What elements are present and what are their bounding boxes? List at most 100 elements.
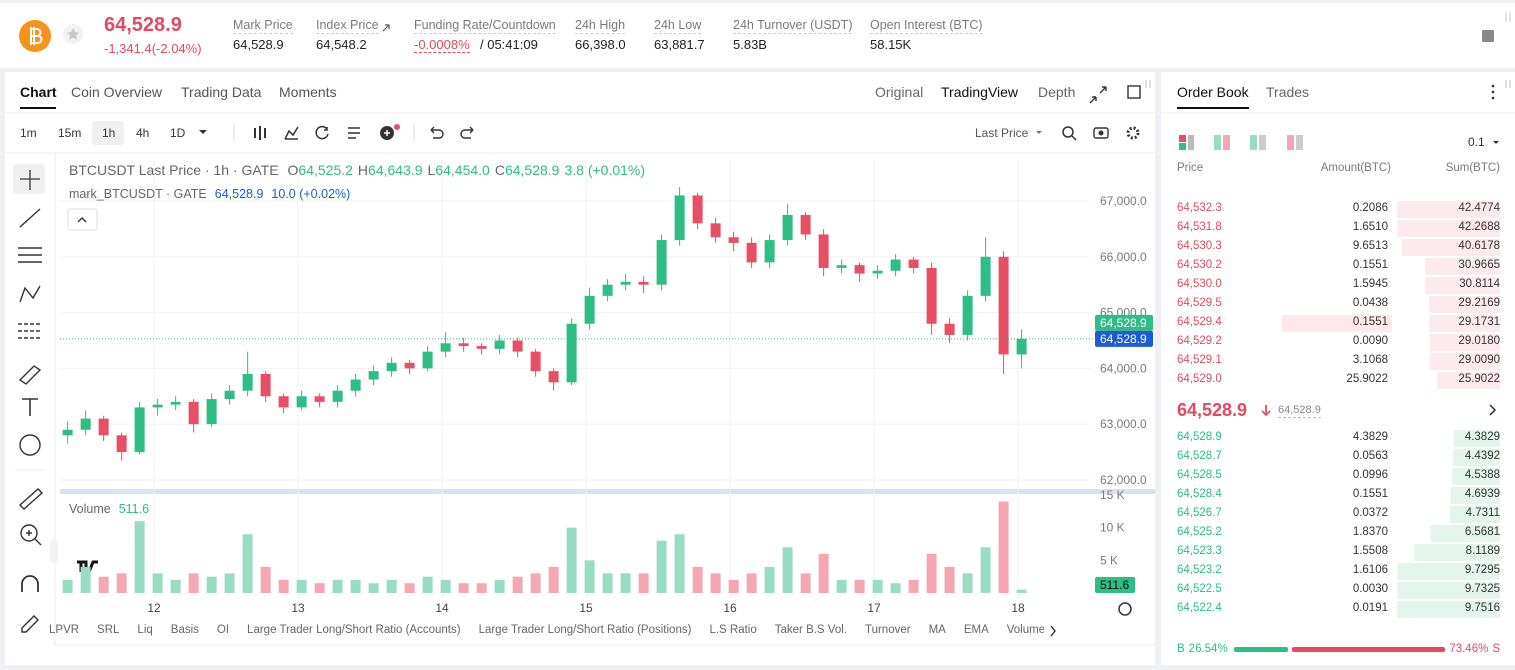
volume-bar [368, 583, 379, 593]
brush-tool[interactable] [18, 365, 42, 385]
emoji-tool[interactable] [19, 434, 41, 456]
chart-tab[interactable]: Moments [279, 84, 337, 100]
legend-value: 64,643.9 [368, 162, 423, 178]
view-tab[interactable]: Depth [1038, 84, 1076, 100]
volume-bar [386, 579, 397, 593]
chart-tab[interactable]: Coin Overview [71, 84, 163, 100]
interval[interactable]: 15m [58, 126, 82, 140]
stat-value: 5.83B [733, 37, 767, 52]
chart-settings-icon[interactable] [1118, 602, 1132, 616]
candle-body [152, 404, 163, 408]
indicator[interactable]: Liq [137, 624, 153, 636]
zoom-tool[interactable] [20, 524, 38, 542]
source-dropdown[interactable] [1036, 131, 1042, 134]
y-tick-label: 63,000.0 [1100, 417, 1147, 431]
indicator[interactable]: EMA [963, 624, 989, 636]
menu-icon[interactable] [1482, 30, 1494, 42]
template-icon[interactable] [348, 127, 360, 139]
book-tab[interactable]: Order Book [1177, 84, 1249, 100]
depth-bar [1397, 601, 1500, 618]
magnet-tool[interactable] [21, 575, 39, 592]
edit-tool[interactable] [21, 615, 39, 633]
interval-dropdown[interactable] [199, 130, 207, 134]
book-mode-bids[interactable] [1214, 135, 1221, 150]
candle-body [836, 265, 847, 268]
stat-label: Index Price [316, 18, 379, 34]
search-icon[interactable] [1062, 126, 1074, 138]
candle-body [620, 281, 631, 285]
book-price: 64,522.5 [1177, 583, 1222, 595]
indicator[interactable]: OI [216, 624, 230, 636]
book-mode-asks[interactable] [1250, 135, 1257, 150]
book-mode-both[interactable] [1179, 135, 1186, 142]
chart-tab[interactable]: Chart [20, 84, 57, 100]
redo-icon[interactable] [460, 126, 474, 139]
volume-bar [332, 579, 343, 593]
stat-value: 63,881.7 [654, 37, 705, 52]
precision-dropdown[interactable] [1493, 141, 1499, 144]
edge-handle [1505, 12, 1511, 22]
interval[interactable]: 1m [20, 126, 37, 140]
indicator[interactable]: MA [928, 624, 946, 636]
compare-icon[interactable] [315, 125, 329, 140]
text-tool[interactable] [22, 398, 38, 416]
interval[interactable]: 1h [102, 126, 116, 140]
book-mode-other[interactable] [1287, 135, 1294, 150]
sell-ratio-bar [1291, 647, 1445, 652]
volume-bar [620, 573, 631, 593]
view-tab[interactable]: Original [875, 84, 924, 100]
depth-bar [1401, 239, 1500, 256]
book-mode-both [1179, 143, 1186, 150]
volume-bar [566, 527, 577, 593]
crosshair-tool[interactable] [20, 170, 40, 190]
indicator[interactable]: SRL [97, 624, 120, 636]
view-tab[interactable]: TradingView [941, 84, 1019, 100]
depth-bar [1430, 525, 1500, 542]
notice-dot [394, 124, 400, 130]
candle-type-icon[interactable] [254, 126, 266, 140]
indicator[interactable]: Large Trader Long/Short Ratio (Accounts) [247, 624, 461, 636]
camera-icon[interactable] [1093, 127, 1109, 139]
indicator[interactable]: L.S Ratio [709, 624, 757, 636]
ruler-tool[interactable] [18, 488, 44, 510]
precision[interactable]: 0.1 [1468, 135, 1485, 149]
window-icon[interactable] [1127, 85, 1141, 99]
volume-bar [602, 573, 613, 593]
channel-tool[interactable] [18, 247, 42, 263]
volume-bar [152, 573, 163, 593]
price-source[interactable]: Last Price [975, 126, 1029, 140]
mark-price-tag-bg [1095, 314, 1153, 331]
stat-label: 24h High [575, 18, 626, 34]
edge-handle [1505, 80, 1511, 88]
collapse-legend-button[interactable] [67, 208, 98, 231]
indicator[interactable]: Taker B.S Vol. [774, 624, 847, 636]
indicator[interactable]: LPVR [49, 624, 80, 636]
book-tab[interactable]: Trades [1266, 84, 1310, 100]
fullscreen-icon[interactable] [1089, 86, 1107, 104]
volume-bar [314, 583, 325, 593]
more-icon[interactable] [1491, 84, 1495, 88]
trend-line-tool[interactable] [19, 208, 41, 228]
interval[interactable]: 1D [170, 126, 186, 140]
col-header: Price [1177, 162, 1204, 174]
indicator[interactable]: Basis [170, 624, 199, 636]
undo-icon[interactable] [430, 126, 444, 139]
chart-tab[interactable]: Trading Data [181, 84, 262, 100]
x-tick-label: 12 [147, 601, 161, 615]
fib-tool[interactable] [18, 323, 42, 339]
settings-icon[interactable] [1126, 126, 1140, 140]
legend-item: C64,528.9 [495, 162, 560, 178]
stat-label: 24h Turnover (USDT) [733, 18, 853, 34]
legend-value: 64,454.0 [435, 162, 490, 178]
pattern-tool[interactable] [19, 285, 41, 303]
interval[interactable]: 4h [136, 126, 150, 140]
indicator[interactable]: Large Trader Long/Short Ratio (Positions… [478, 624, 692, 636]
indicator-icon[interactable] [284, 126, 299, 140]
book-price: 64,529.0 [1177, 373, 1222, 385]
indicator[interactable]: Turnover [864, 624, 911, 636]
candle-body [602, 284, 613, 296]
expand-book[interactable] [1489, 404, 1497, 416]
side-toggle[interactable] [50, 540, 58, 562]
indicators-more[interactable] [1050, 625, 1056, 637]
indicator[interactable]: Volume [1006, 624, 1044, 636]
